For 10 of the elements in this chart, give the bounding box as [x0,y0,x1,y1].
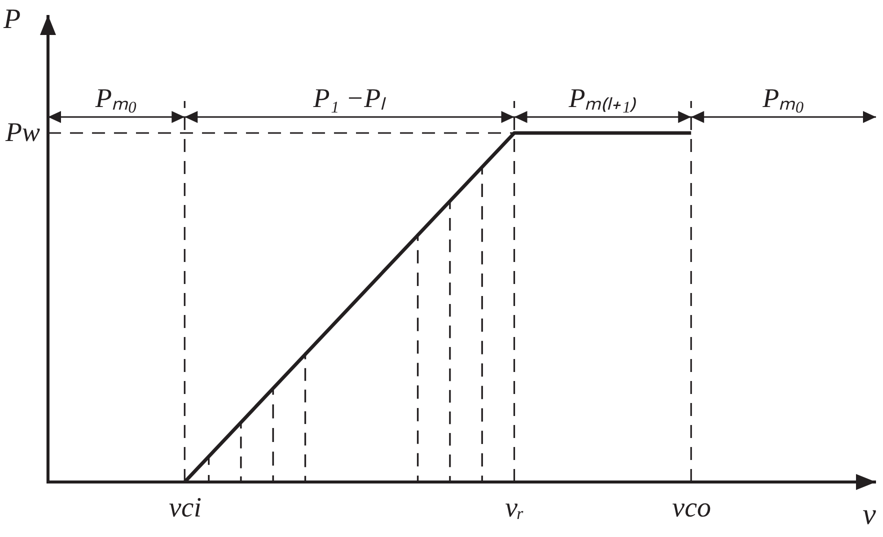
text: Pₘ₀ [762,83,804,113]
x-tick-label: vci [168,492,202,524]
text: Pₘ₀ [94,83,138,113]
text: Pₘ₍ₗ₊₁₎ [568,83,637,113]
x-tick-label: vco [672,492,712,524]
text: P₁ −Pₗ [312,83,387,113]
y-axis-title: P [2,4,21,35]
ref-line-label: Pw [4,117,40,147]
x-tick-label: vᵣ [505,492,524,524]
x-axis-title: v [862,498,877,531]
